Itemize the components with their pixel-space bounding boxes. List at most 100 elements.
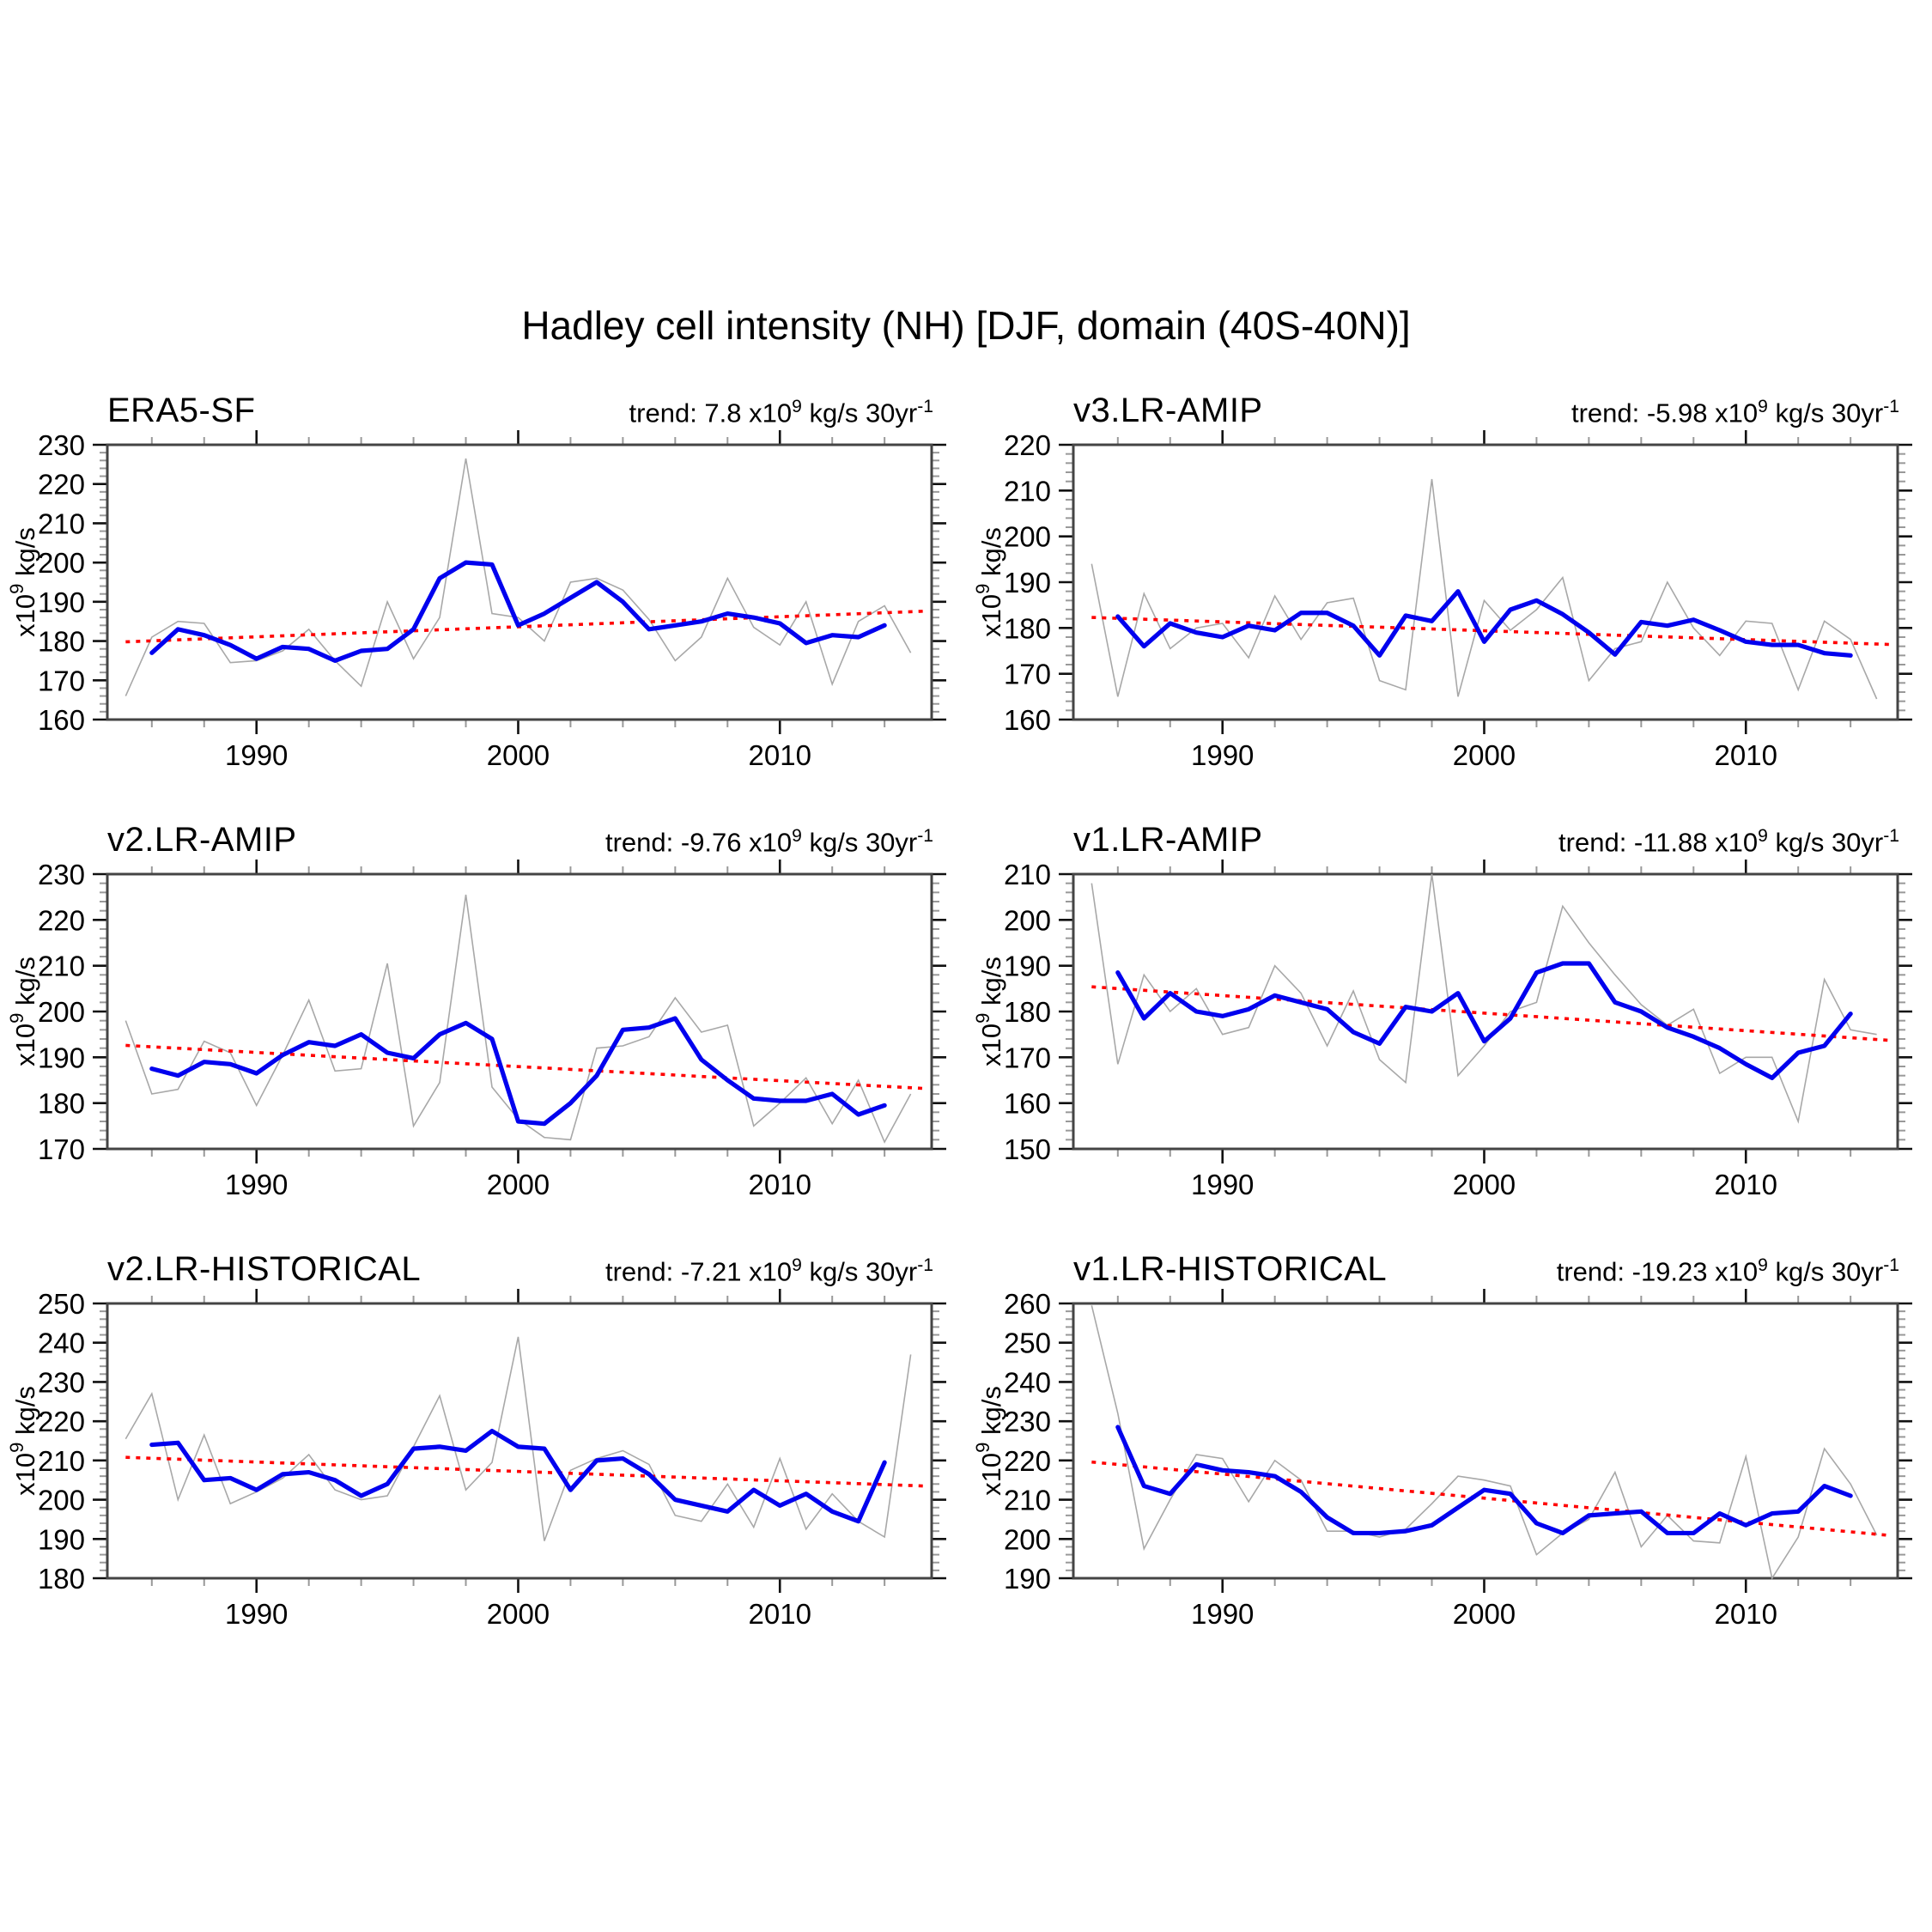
trend-annotation: trend: -9.76 x109 kg/s 30yr-1 xyxy=(605,825,933,857)
y-tick-label: 180 xyxy=(38,626,85,658)
panel-title: v1.LR-HISTORICAL xyxy=(1073,1250,1388,1288)
y-tick-label: 200 xyxy=(1004,521,1051,553)
raw-series-line xyxy=(1091,873,1877,1124)
plot-frame xyxy=(106,443,933,721)
y-tick-label: 190 xyxy=(38,586,85,618)
panel-v1-lr-historical: 190 200 210 220 230 240 250 260 1990 2000 2010 x109… xyxy=(966,1228,1932,1657)
x-tick-label: 1990 xyxy=(1191,1169,1254,1200)
x-tick-label: 2000 xyxy=(1453,1598,1516,1630)
raw-series-line xyxy=(125,894,912,1144)
smoothed-series-line xyxy=(1115,589,1853,658)
x-tick-label: 2010 xyxy=(1715,739,1777,771)
smoothed-series-line xyxy=(1115,961,1853,1080)
x-tick-label: 2000 xyxy=(487,1169,550,1200)
x-tick-label: 2010 xyxy=(749,1598,811,1630)
x-tick-label: 1990 xyxy=(1191,1598,1254,1630)
trend-annotation: trend: 7.8 x109 kg/s 30yr-1 xyxy=(629,396,933,428)
chart-v2-lr-historical: 180 190 200 210 220 230 240 250 1990 2000 2010 x109… xyxy=(6,1288,946,1630)
y-tick-label: 160 xyxy=(1004,704,1051,736)
panel-header: v2.LR-HISTORICAL trend: -7.21 x109 kg/s … xyxy=(107,1250,933,1289)
x-tick-label: 2000 xyxy=(487,739,550,771)
y-tick-label: 160 xyxy=(1004,1088,1051,1120)
x-tick-label: 1990 xyxy=(225,1169,288,1200)
chart-v1-lr-amip: 150 160 170 180 190 200 210 1990 2000 2010 x109 kg… xyxy=(972,859,1912,1200)
panel-header: ERA5-SF trend: 7.8 x109 kg/s 30yr-1 xyxy=(107,392,933,430)
y-tick-label: 220 xyxy=(38,1406,85,1437)
y-tick-label: 200 xyxy=(1004,904,1051,936)
figure-title: Hadley cell intensity (NH) [DJF, domain … xyxy=(521,303,1411,348)
y-tick-label: 230 xyxy=(38,859,85,890)
plot-frame xyxy=(1072,1302,1899,1580)
y-tick-label: 170 xyxy=(38,1133,85,1165)
chart-era5-sf: 160 170 180 190 200 210 220 230 1990 2000 2010 x109… xyxy=(6,429,946,771)
y-tick-label: 250 xyxy=(1004,1327,1051,1359)
plot-frame xyxy=(1072,443,1899,721)
chart-v3-lr-amip: 160 170 180 190 200 210 220 1990 2000 2010 x109 kg… xyxy=(972,429,1912,771)
y-tick-label: 180 xyxy=(38,1088,85,1120)
plot-frame xyxy=(106,872,933,1151)
y-tick-label: 240 xyxy=(38,1327,85,1359)
y-tick-label: 190 xyxy=(38,1042,85,1073)
y-tick-label: 200 xyxy=(1004,1523,1051,1555)
y-tick-label: 210 xyxy=(38,1445,85,1477)
smoothed-series-line xyxy=(149,1428,887,1524)
trend-line xyxy=(125,610,924,644)
trend-line xyxy=(125,1455,924,1488)
y-tick-label: 210 xyxy=(38,507,85,539)
y-tick-label: 190 xyxy=(1004,567,1051,598)
y-tick-label: 160 xyxy=(38,704,85,736)
y-tick-label: 220 xyxy=(38,469,85,501)
y-tick-label: 230 xyxy=(38,429,85,461)
panel-header: v3.LR-AMIP trend: -5.98 x109 kg/s 30yr-1 xyxy=(1073,392,1899,430)
x-tick-label: 1990 xyxy=(225,739,288,771)
y-axis-title: x109 kg/s xyxy=(6,527,40,637)
y-tick-label: 190 xyxy=(1004,1563,1051,1595)
y-tick-label: 200 xyxy=(38,996,85,1028)
smoothed-series-line xyxy=(149,1016,887,1127)
y-tick-label: 200 xyxy=(38,547,85,579)
plot-frame xyxy=(1072,872,1899,1151)
panel-title: v2.LR-AMIP xyxy=(107,821,297,859)
y-tick-label: 210 xyxy=(1004,859,1051,890)
panel-v1-lr-amip: 150 160 170 180 190 200 210 1990 2000 2010 x109 kg… xyxy=(966,799,1932,1228)
x-tick-label: 2010 xyxy=(749,739,811,771)
y-tick-label: 180 xyxy=(1004,996,1051,1028)
panel-header: v1.LR-AMIP trend: -11.88 x109 kg/s 30yr-… xyxy=(1073,821,1899,860)
x-tick-label: 2010 xyxy=(1715,1169,1777,1200)
y-tick-label: 240 xyxy=(1004,1366,1051,1398)
y-axis-title: x109 kg/s xyxy=(6,1386,40,1496)
x-tick-label: 2010 xyxy=(749,1169,811,1200)
smoothed-series-line xyxy=(1115,1425,1853,1536)
y-tick-label: 220 xyxy=(1004,1445,1051,1477)
panel-header: v1.LR-HISTORICAL trend: -19.23 x109 kg/s… xyxy=(1073,1250,1899,1289)
y-axis-title: x109 kg/s xyxy=(972,527,1006,637)
chart-v1-lr-historical: 190 200 210 220 230 240 250 260 1990 2000 2010 x109… xyxy=(972,1288,1912,1630)
y-tick-label: 150 xyxy=(1004,1133,1051,1165)
panel-v2-lr-amip: 170 180 190 200 210 220 230 1990 2000 2010 x109 kg… xyxy=(0,799,966,1228)
chart-v2-lr-amip: 170 180 190 200 210 220 230 1990 2000 2010 x109 kg… xyxy=(6,859,946,1200)
y-tick-label: 170 xyxy=(1004,659,1051,690)
y-tick-label: 180 xyxy=(38,1563,85,1595)
x-tick-label: 1990 xyxy=(1191,739,1254,771)
y-tick-label: 210 xyxy=(38,951,85,982)
x-tick-label: 2000 xyxy=(1453,1169,1516,1200)
y-tick-label: 260 xyxy=(1004,1288,1051,1320)
y-tick-label: 230 xyxy=(38,1366,85,1398)
y-tick-label: 210 xyxy=(1004,475,1051,507)
raw-series-line xyxy=(1091,1305,1878,1581)
raw-series-line xyxy=(125,1336,912,1541)
panel-header: v2.LR-AMIP trend: -9.76 x109 kg/s 30yr-1 xyxy=(107,821,933,860)
y-axis-title: x109 kg/s xyxy=(972,957,1006,1066)
x-tick-label: 2010 xyxy=(1715,1598,1777,1630)
panel-title: ERA5-SF xyxy=(107,392,256,429)
y-axis-title: x109 kg/s xyxy=(6,957,40,1066)
y-tick-label: 190 xyxy=(38,1523,85,1555)
y-tick-label: 250 xyxy=(38,1288,85,1320)
y-axis-title: x109 kg/s xyxy=(972,1386,1006,1496)
panel-title: v3.LR-AMIP xyxy=(1073,392,1263,429)
y-tick-label: 170 xyxy=(38,665,85,696)
plot-frame xyxy=(106,1302,933,1580)
raw-series-line xyxy=(125,458,912,696)
x-tick-label: 2000 xyxy=(1453,739,1516,771)
